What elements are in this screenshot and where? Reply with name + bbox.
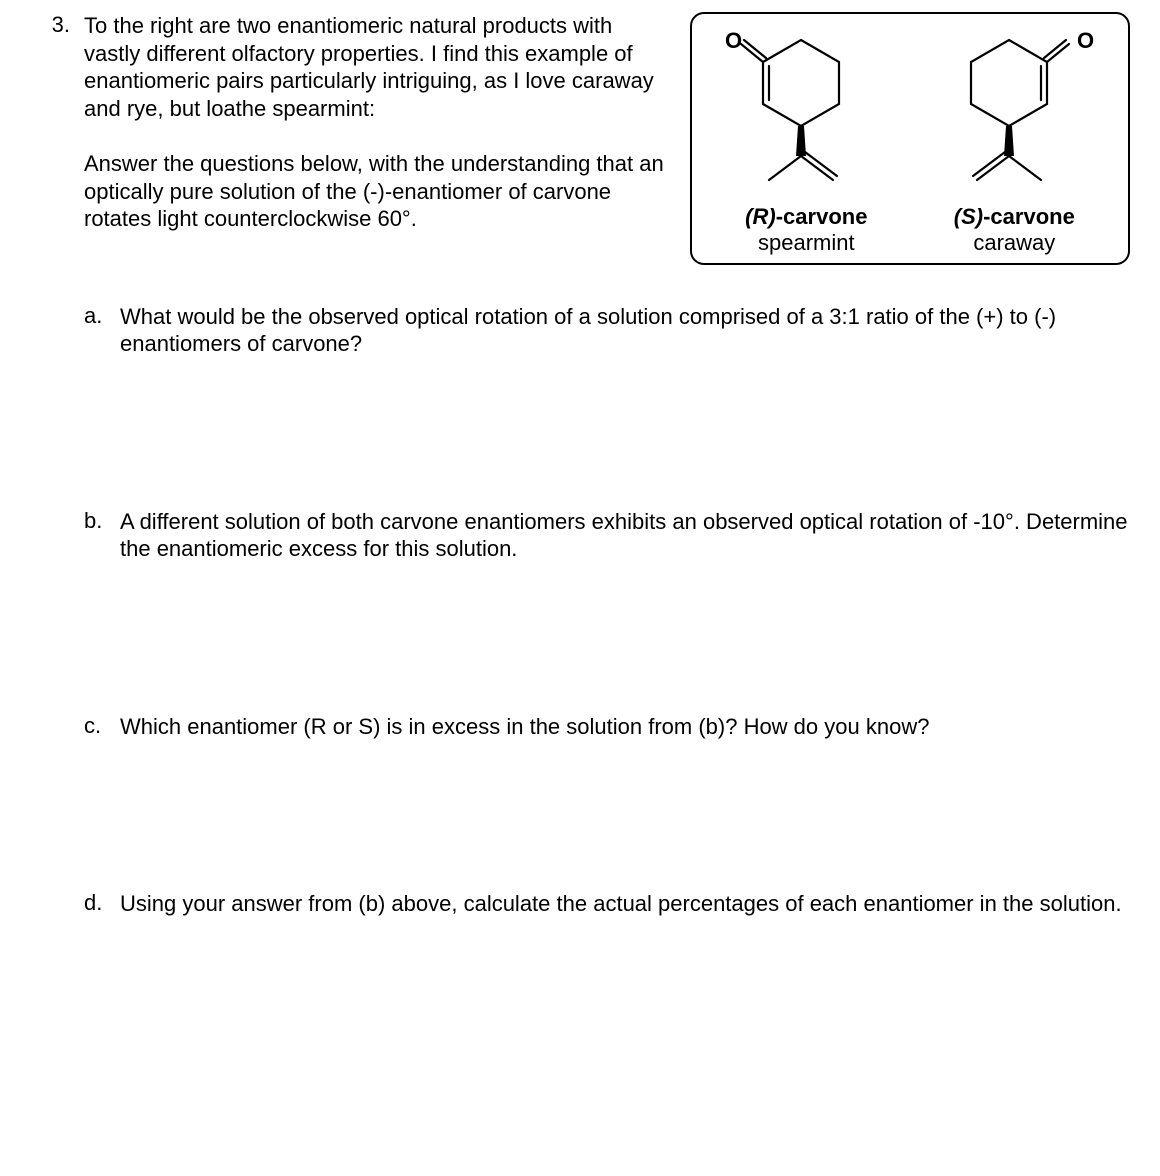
r-carvone-structure: O [711,22,901,202]
intro-and-figure: To the right are two enantiomeric natura… [84,12,1130,265]
subpart-a: a. What would be the observed optical ro… [84,303,1130,358]
intro-paragraph-2: Answer the questions below, with the und… [84,150,670,233]
oxygen-label-left: O [725,28,742,53]
subpart-b-letter: b. [84,508,112,534]
intro-text: To the right are two enantiomeric natura… [84,12,670,261]
subpart-d-text: Using your answer from (b) above, calcul… [120,890,1130,918]
figure-labels: (R)-carvone spearmint (S)-carvone carawa… [702,204,1118,257]
figure-structures: O [702,22,1118,202]
page: 3. To the right are two enantiomeric nat… [0,0,1160,978]
question-number: 3. [30,12,76,38]
figure-label-right: (S)-carvone caraway [954,204,1075,257]
question-row: 3. To the right are two enantiomeric nat… [30,12,1130,938]
s-carvone-name: -carvone [983,204,1075,229]
subpart-c: c. Which enantiomer (R or S) is in exces… [84,713,1130,741]
r-carvone-sub: spearmint [745,230,867,256]
subpart-a-letter: a. [84,303,112,329]
r-stereo-label: (R) [745,204,776,229]
subpart-b-text: A different solution of both carvone ena… [120,508,1130,563]
figure-label-left: (R)-carvone spearmint [745,204,867,257]
subpart-d: d. Using your answer from (b) above, cal… [84,890,1130,918]
subpart-b: b. A different solution of both carvone … [84,508,1130,563]
oxygen-label-right: O [1077,28,1094,53]
s-stereo-label: (S) [954,204,983,229]
subparts-list: a. What would be the observed optical ro… [84,303,1130,918]
s-carvone-sub: caraway [954,230,1075,256]
question-body: To the right are two enantiomeric natura… [84,12,1130,938]
r-carvone-name: -carvone [776,204,868,229]
intro-paragraph-1: To the right are two enantiomeric natura… [84,12,670,122]
subpart-c-letter: c. [84,713,112,739]
subpart-c-text: Which enantiomer (R or S) is in excess i… [120,713,1130,741]
subpart-a-text: What would be the observed optical rotat… [120,303,1130,358]
subpart-d-letter: d. [84,890,112,916]
figure-box: O [690,12,1130,265]
s-carvone-structure: O [919,22,1109,202]
